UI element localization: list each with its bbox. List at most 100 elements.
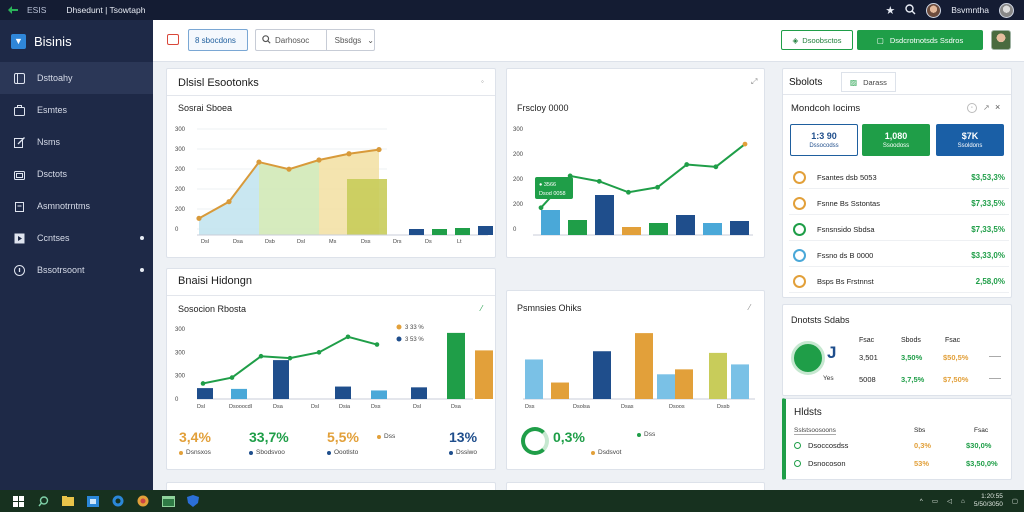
y-tick-label: 0 <box>175 397 179 403</box>
col-header: Sslstsoosoons <box>794 427 836 435</box>
system-tray: ^ ▭ ◁ ⌂ 1:20:55 5/50/3050 ▢ <box>920 493 1024 509</box>
account-avatar[interactable] <box>991 30 1011 50</box>
data-point <box>626 189 631 195</box>
legend-label: 3 33 % <box>405 325 424 331</box>
network-icon[interactable]: ▭ <box>931 498 938 505</box>
outline-action-button[interactable]: ◈ Dsoobsctos <box>781 30 853 50</box>
sidebar-item-bssotrsoont[interactable]: Bssotrsoont <box>0 254 153 286</box>
sidebar-item-label: Bssotrsoont <box>37 265 85 275</box>
list-row[interactable]: Bsps Bs Frstnnst 2,58,0% <box>789 271 1009 293</box>
area-chart: 300 300 200 200 200 0 Dsl Dsa Dsb Dsl Ms Dss Drs Ds Lt <box>175 127 493 245</box>
sidebar-item-dsctots[interactable]: Dsctots <box>0 158 153 190</box>
x-tick-label: Dsl <box>197 404 205 410</box>
clock[interactable]: 1:20:55 5/50/3050 <box>974 493 1003 509</box>
tab-darass[interactable]: ▨ Darass <box>841 72 896 92</box>
search-icon[interactable] <box>36 494 50 508</box>
list-row[interactable]: Fsnsnsido Sbdsa $7,33,5% <box>789 219 1009 241</box>
edit-icon[interactable]: ⁄ <box>749 303 751 312</box>
bar <box>411 387 427 399</box>
notifications-icon[interactable]: ▢ <box>1011 498 1018 505</box>
settings-icon[interactable]: ◦ <box>967 103 977 113</box>
row-menu-icon[interactable] <box>989 356 1001 357</box>
sidebar-item-asmnotrntms[interactable]: Asmnotrntms <box>0 190 153 222</box>
sidebar-item-nsms[interactable]: Nsms <box>0 126 153 158</box>
user-avatar[interactable] <box>926 2 942 18</box>
x-tick-label: Dsl <box>297 239 305 245</box>
data-point <box>376 146 382 153</box>
store-icon[interactable] <box>86 494 100 508</box>
stat-box-green[interactable]: 1,080 Ssoodoss <box>862 124 930 156</box>
mini-bar <box>455 228 470 235</box>
kpi-value: 0,3% <box>553 429 585 445</box>
brand-name: Bisinis <box>34 33 72 49</box>
sidebar: ▼ Bisinis Dsttoahy Esmtes Nsms Dsctots A… <box>0 20 153 490</box>
shield-app-icon[interactable] <box>186 494 200 508</box>
kpi-caption: Dss <box>377 433 395 440</box>
x-tick-label: Dsa <box>233 239 244 245</box>
x-tick-label: Dssb <box>717 404 730 410</box>
stat-box-blue[interactable]: $7K Ssoldons <box>936 124 1004 156</box>
search-box[interactable]: Darhosoc Sbsdgs ⌄ <box>255 29 375 51</box>
brand[interactable]: ▼ Bisinis <box>0 20 153 62</box>
tab-sbolots[interactable]: Sbolots <box>789 72 822 92</box>
calendar-icon[interactable] <box>167 34 179 45</box>
status-ring-icon <box>793 171 806 184</box>
row-menu-icon[interactable] <box>989 378 1001 379</box>
chevron-up-icon[interactable]: ^ <box>919 497 923 505</box>
top-toolbar: 8 sbocdons Darhosoc Sbsdgs ⌄ ◈ Dsoobscto… <box>153 20 1024 62</box>
bar <box>676 215 695 235</box>
list-item-label: Fssno ds B 0000 <box>817 251 874 260</box>
app-name: ESIS <box>27 5 47 15</box>
kpi-caption-label: Dsnsxos <box>186 449 211 456</box>
tabs-row: Sbolots ▨ Darass <box>783 69 1011 95</box>
app-window-icon[interactable] <box>161 494 175 508</box>
language-icon[interactable]: ⌂ <box>960 497 965 505</box>
primary-action-button[interactable]: ▢ Dsdcrotnotsds Ssdros <box>857 30 983 50</box>
star-icon[interactable]: ★ <box>885 4 896 17</box>
data-point <box>200 381 206 386</box>
sidebar-item-label: Nsms <box>37 137 60 147</box>
edit-icon[interactable]: ⁄ <box>481 304 483 313</box>
y-tick-label: 300 <box>175 374 186 380</box>
table-cell: $3,50,0% <box>966 459 998 468</box>
expand-icon[interactable]: ⤢ <box>751 77 758 86</box>
profile-avatar[interactable] <box>999 2 1014 18</box>
list-row[interactable]: Fssno ds B 0000 $3,33,0% <box>789 245 1009 267</box>
sidebar-item-label: Ccntses <box>37 233 70 243</box>
ring-indicator <box>791 341 825 375</box>
filter-select[interactable]: Sbsdgs ⌄ <box>325 30 374 50</box>
y-tick-label: 300 <box>175 147 186 153</box>
folder-icon[interactable] <box>61 494 75 508</box>
chrome-browser-icon[interactable] <box>136 494 150 508</box>
kpi-bullet <box>327 450 331 455</box>
edge-browser-icon[interactable] <box>111 494 125 508</box>
sidebar-item-esmtes[interactable]: Esmtes <box>0 94 153 126</box>
list-row[interactable]: Fsnne Bs Sstontas $7,33,5% <box>789 193 1009 215</box>
panel-frequency: ⤢ Frscloy 0000 300 200 200 200 0 ● 3566 Dsod 0… <box>506 68 765 258</box>
windows-start-icon[interactable] <box>11 494 25 508</box>
close-icon[interactable]: × <box>995 102 1001 112</box>
sidebar-item-dashboard[interactable]: Dsttoahy <box>0 62 153 94</box>
col-header: Fsac <box>945 337 961 344</box>
bar <box>371 390 387 399</box>
kpi-caption: Dsnsxos <box>179 449 211 456</box>
legend-label: 3 53 % <box>405 337 424 343</box>
tooltip-text: Dsod 0058 <box>539 191 566 197</box>
line-chart: 300 200 200 200 0 ● 3566 Dsod 0058 <box>513 127 753 236</box>
clock-time: 1:20:55 <box>981 493 1003 500</box>
sidebar-item-ccntses[interactable]: Ccntses <box>0 222 153 254</box>
user-name[interactable]: Bsvmntha <box>951 5 989 15</box>
settings-icon[interactable]: ◦ <box>481 77 484 86</box>
volume-icon[interactable]: ◁ <box>946 498 952 505</box>
arrow-icon[interactable]: ↗ <box>983 103 990 112</box>
bar <box>347 179 387 235</box>
table-cell: 0,3% <box>914 441 932 450</box>
search-input[interactable]: Darhosoc <box>275 35 310 45</box>
tab-sbocdons[interactable]: 8 sbocdons <box>188 29 248 51</box>
bar <box>447 332 465 399</box>
bar <box>197 388 213 399</box>
stat-box-outline[interactable]: 1:3 90 Dssocodss <box>790 124 858 156</box>
list-row[interactable]: Fsantes dsb 5053 $3,53,3% <box>789 167 1009 189</box>
table-cell: 3,50% <box>901 353 923 362</box>
search-icon[interactable] <box>905 3 916 17</box>
